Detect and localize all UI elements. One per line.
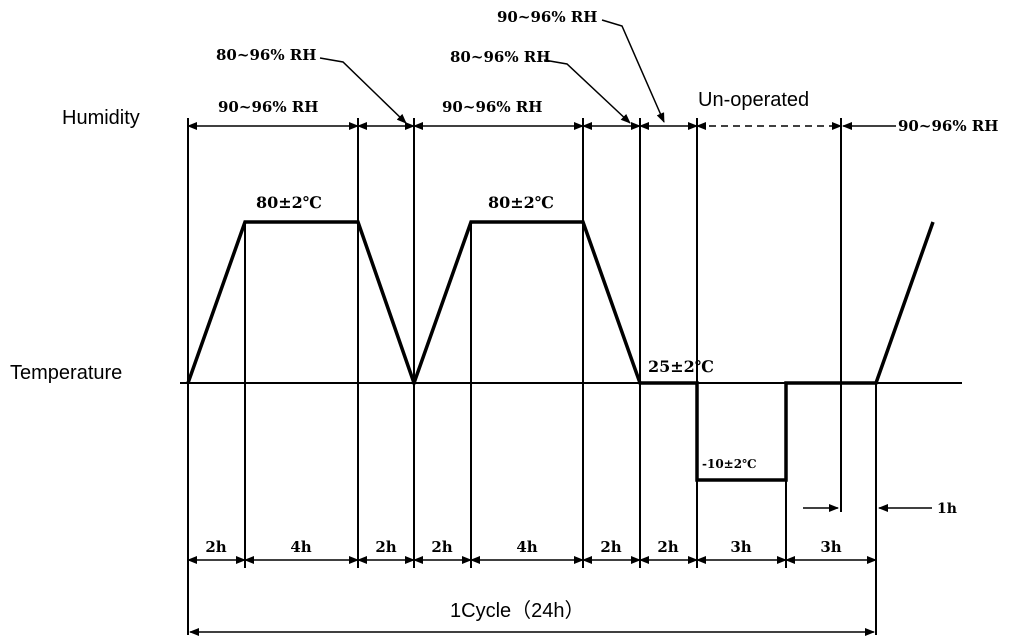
temp-low-label: -10±2℃	[702, 457, 756, 471]
duration-label: 2h	[375, 538, 396, 556]
rh-label-transition-1: 80~96% RH	[216, 46, 316, 64]
temp-room-label: 25±2℃	[648, 357, 714, 376]
duration-label: 2h	[205, 538, 226, 556]
duration-label: 2h	[431, 538, 452, 556]
duration-label: 3h	[820, 538, 841, 556]
duration-labels: 2h 4h 2h 2h 4h 2h 2h 3h 3h	[205, 538, 841, 556]
duration-label: 3h	[730, 538, 751, 556]
humidity-label: Humidity	[62, 107, 140, 129]
rh-label-segment-1: 90~96% RH	[218, 98, 318, 116]
rh-label-top: 90~96% RH	[497, 8, 597, 26]
duration-label: 2h	[600, 538, 621, 556]
rh-label-right: 90~96% RH	[898, 117, 998, 135]
cycle-label: 1Cycle（24h）	[450, 599, 585, 622]
offset-1h-label: 1h	[937, 501, 957, 517]
un-operated-label: Un-operated	[698, 89, 809, 111]
rh-label-transition-2: 80~96% RH	[450, 48, 550, 66]
temp-high-label-2: 80±2℃	[488, 193, 554, 212]
temp-high-label-1: 80±2℃	[256, 193, 322, 212]
duration-label: 4h	[516, 538, 537, 556]
temperature-label: Temperature	[10, 362, 122, 384]
duration-label: 2h	[657, 538, 678, 556]
temperature-profile	[186, 220, 935, 482]
rh-leader-arrows	[319, 19, 665, 124]
vertical-boundaries	[187, 118, 877, 635]
rh-label-segment-3: 90~96% RH	[442, 98, 542, 116]
duration-label: 4h	[290, 538, 311, 556]
